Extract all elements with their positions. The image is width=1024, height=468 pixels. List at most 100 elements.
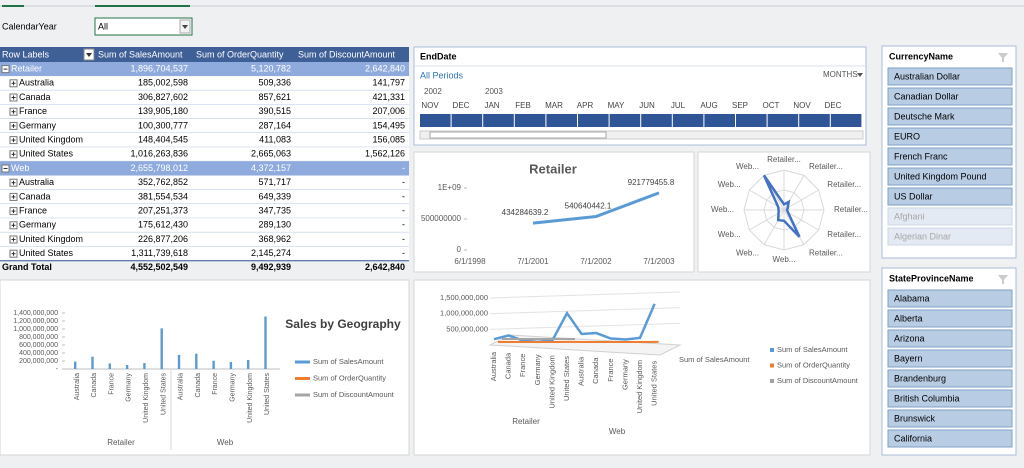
x-tick-label: United States (264, 373, 271, 416)
timeline-level[interactable]: MONTHS (823, 70, 858, 79)
y-tick-label: 200,000,000 (19, 358, 58, 365)
cell: 207,006 (372, 106, 405, 116)
row-label: United States (19, 248, 74, 258)
grand-total: 4,552,502,549 (130, 262, 188, 272)
radar-label: Retailer... (809, 248, 843, 257)
pivot-row (0, 190, 409, 204)
x-tick-label: United Kingdom (635, 360, 644, 413)
y-tick-label: 1,000,000,000 (440, 309, 488, 318)
cell: 421,331 (372, 92, 405, 102)
cell: 185,002,598 (138, 78, 188, 88)
slicer-item-label: Afghani (894, 211, 925, 221)
radar-label: Retailer... (827, 230, 861, 239)
timeline-period[interactable] (768, 114, 799, 127)
timeline-year: 2003 (485, 87, 503, 96)
pivot-row (0, 218, 409, 232)
group-label: Retailer (512, 417, 540, 426)
timeline-period[interactable] (641, 114, 672, 127)
timeline-month: NOV (421, 101, 439, 110)
slicer-item-label: French Franc (894, 151, 948, 161)
x-tick-label: United Kingdom (143, 373, 150, 423)
timeline-period[interactable] (673, 114, 704, 127)
group-total: - (402, 163, 405, 173)
timeline-month: JAN (484, 101, 499, 110)
group-row (0, 62, 409, 76)
y-tick-label: 0 (457, 245, 462, 254)
timeline-period[interactable] (483, 114, 514, 127)
x-tick-label: France (212, 373, 219, 395)
timeline-period[interactable] (831, 114, 862, 127)
timeline-period[interactable] (578, 114, 609, 127)
timeline-period[interactable] (515, 114, 546, 127)
cell: 347,735 (258, 205, 291, 215)
chart-title: Retailer (529, 161, 577, 176)
timeline-month: MAR (545, 101, 563, 110)
timeline-month: AUG (700, 101, 717, 110)
pivot-row (0, 105, 409, 119)
timeline-month: MAY (608, 101, 625, 110)
row-label: Canada (19, 191, 51, 201)
row-label: France (19, 106, 47, 116)
timeline-period[interactable] (420, 114, 451, 127)
legend-label: Sum of SalesAmount (313, 357, 384, 366)
x-tick-label: Australia (577, 356, 586, 386)
cell: 287,164 (258, 120, 291, 130)
row-label: France (19, 205, 47, 215)
cell: 390,515 (258, 106, 291, 116)
row-label: Australia (19, 177, 54, 187)
cell: - (402, 220, 405, 230)
x-tick-label: Canada (504, 352, 513, 379)
group-total: 5,120,782 (251, 63, 291, 73)
timeline-month: DEC (825, 101, 842, 110)
bar (91, 357, 93, 369)
timeline-period[interactable] (736, 114, 767, 127)
radar-label: Web... (736, 248, 759, 257)
slicer-item-label: Alabama (894, 293, 930, 303)
timeline-period[interactable] (452, 114, 483, 127)
timeline-title: EndDate (420, 51, 457, 61)
cell: 857,621 (258, 92, 291, 102)
timeline-month: APR (577, 101, 594, 110)
pivot-row (0, 204, 409, 218)
grand-total: 9,492,939 (251, 262, 291, 272)
cell: 1,311,739,618 (131, 248, 188, 258)
axis-label: Sum of SalesAmount (679, 355, 750, 364)
timeline-period[interactable] (704, 114, 735, 127)
y-tick-label: 800,000,000 (19, 334, 58, 341)
group-label: Web (11, 163, 29, 173)
slicer-item-label: Australian Dollar (894, 71, 960, 81)
group-total: 1,896,704,537 (130, 63, 188, 73)
all-periods[interactable]: All Periods (420, 70, 464, 80)
cell: 141,797 (372, 78, 405, 88)
pivot-row (0, 119, 409, 133)
slicer-item-label: Arizona (894, 333, 925, 343)
data-label: 921779455.8 (628, 178, 675, 187)
filter-dropdown[interactable] (95, 18, 192, 35)
timeline-period[interactable] (546, 114, 577, 127)
radar-label: Web... (711, 205, 734, 214)
legend-label: Sum of DiscountAmount (777, 376, 859, 385)
cell: 1,562,126 (365, 149, 405, 159)
cell: 352,762,852 (138, 177, 188, 187)
filter-value: All (98, 21, 108, 31)
grand-total: 2,642,840 (365, 262, 405, 272)
bar (109, 363, 111, 369)
timeline-period[interactable] (610, 114, 641, 127)
cell: - (402, 191, 405, 201)
x-tick-label: 7/1/2002 (580, 257, 612, 266)
y-tick-label: 600,000,000 (19, 342, 58, 349)
slicer-item-label: United Kingdom Pound (894, 171, 987, 181)
scroll-thumb[interactable] (430, 132, 606, 138)
radar-label: Web... (736, 162, 759, 171)
group-total: 4,372,157 (251, 163, 291, 173)
legend-key (770, 379, 774, 383)
group-row (0, 161, 409, 175)
slicer-item-label: Canadian Dollar (894, 91, 959, 101)
cell: 509,336 (258, 78, 291, 88)
radar-label: Retailer... (827, 180, 861, 189)
radar-label: Web... (773, 255, 796, 264)
legend-key (770, 364, 774, 368)
x-tick-label: 6/1/1998 (454, 257, 486, 266)
timeline-period[interactable] (799, 114, 830, 127)
